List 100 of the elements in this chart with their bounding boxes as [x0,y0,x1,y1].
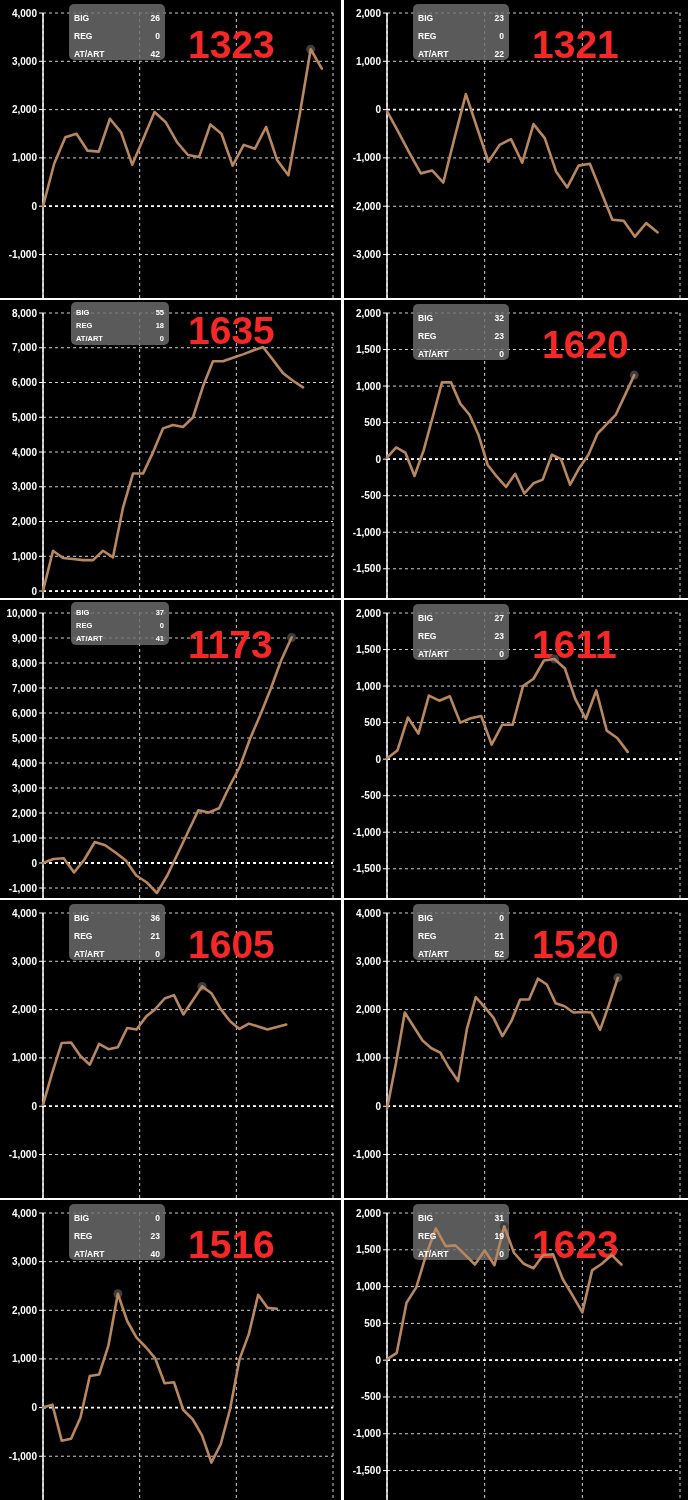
line-series [41,345,305,593]
annotation: 26 [150,13,161,23]
y-tick-label: 2,000 [11,1304,38,1316]
chart-title: 1173 [188,623,273,666]
y-tick-label: -1,500 [352,1465,382,1477]
annotation: REG [418,331,437,341]
chart-title: 1516 [188,1223,275,1266]
y-tick-label: 3,000 [11,1256,38,1268]
y-tick-label: 1,000 [355,1281,382,1293]
y-tick-label: 500 [364,417,382,429]
line-series [385,92,659,238]
chart-title: 1520 [532,923,619,966]
y-tick-label: 2,000 [11,516,38,528]
y-tick-label: 3,000 [11,955,38,967]
annotation: BIG [418,313,434,323]
y-tick-label: -500 [360,790,382,802]
y-tick-label: 8,000 [11,657,38,669]
y-tick-label: -3,000 [352,249,382,261]
annotation: 0 [499,349,505,359]
y-tick-label: -1,000 [352,1428,382,1440]
chart-title: 1605 [188,923,275,966]
y-tick-label: 500 [364,1317,382,1329]
y-tick-label: 0 [375,453,382,465]
y-tick-label: 0 [31,1402,38,1414]
y-tick-label: 0 [31,857,38,869]
annotation: BIG [418,13,434,23]
annotation: 0 [155,1213,161,1223]
y-tick-label: 1,000 [11,550,38,562]
y-tick-label: 2,000 [11,807,38,819]
annotation: REG [74,1231,93,1241]
annotation: 0 [499,913,505,923]
chart-title: 1323 [188,23,275,66]
y-tick-label: -1,000 [8,1450,38,1462]
y-tick-label: 2,000 [355,1207,382,1219]
annotation: 36 [150,913,161,923]
annotation: REG [74,31,93,41]
y-tick-label: 2,000 [11,104,38,116]
chart-title: 1620 [542,323,629,366]
y-tick-label: 2,000 [11,1004,38,1016]
y-tick-label: 4,000 [11,7,38,19]
y-tick-label: -500 [360,1391,382,1403]
y-tick-label: 3,000 [355,955,382,967]
annotation: REG [418,31,437,41]
y-tick-label: 0 [31,200,38,212]
y-tick-label: 3,000 [11,782,38,794]
annotation: REG [418,931,437,941]
y-tick-label: -1,000 [352,826,382,838]
y-tick-label: 6,000 [11,377,38,389]
y-tick-label: -1,000 [8,1149,38,1161]
y-tick-label: 0 [375,1100,382,1112]
annotation: BIG [418,613,434,623]
chart-title: 1611 [532,623,617,666]
annotation: AT/ART [74,49,106,59]
y-tick-label: 1,500 [355,644,382,656]
annotation: BIG [74,913,90,923]
annotation: AT/ART [74,949,106,959]
y-tick-label: 1,000 [355,680,382,692]
y-tick-label: 2,000 [355,1004,382,1016]
y-tick-label: 4,000 [11,446,38,458]
annotation: REG [418,631,437,641]
y-tick-label: 4,000 [11,757,38,769]
y-tick-label: 1,000 [11,832,38,844]
y-tick-label: 7,000 [11,682,38,694]
annotation: AT/ART [74,1249,106,1259]
annotation: 23 [494,631,505,641]
y-tick-label: 2,000 [355,607,382,619]
annotation: BIG [74,13,90,23]
annotation: BIG [418,1213,434,1223]
annotation: 23 [494,13,505,23]
y-tick-label: 6,000 [11,707,38,719]
y-tick-label: 5,000 [11,411,38,423]
annotation: 21 [150,931,161,941]
y-tick-label: 5,000 [11,732,38,744]
y-tick-label: 1,000 [11,152,38,164]
y-tick-label: 1,500 [355,1244,382,1256]
y-tick-label: 1,000 [355,1052,382,1064]
annotation: BIG [74,1213,90,1223]
y-tick-label: 7,000 [11,342,38,354]
annotation: 31 [494,1213,505,1223]
annotation: 42 [150,49,161,59]
y-tick-label: 4,000 [355,907,382,919]
annotation: AT/ART [418,949,450,959]
y-tick-label: 4,000 [11,1207,38,1219]
y-tick-label: -1,000 [352,526,382,538]
y-tick-label: -1,000 [8,249,38,261]
y-tick-label: 9,000 [11,632,38,644]
annotation: 0 [155,949,161,959]
annotation: 22 [494,49,505,59]
annotation: 40 [150,1249,161,1259]
annotation: 23 [494,331,505,341]
y-tick-label: 0 [31,1100,38,1112]
y-tick-label: 2,000 [355,7,382,19]
annotation: 32 [494,313,505,323]
annotation: 0 [499,31,505,41]
annotation: AT/ART [418,49,450,59]
annotation: 21 [494,931,505,941]
annotation: BIG [418,913,434,923]
y-tick-label: 3,000 [11,481,38,493]
y-tick-label: -500 [360,490,382,502]
annotation: 0 [499,1249,505,1259]
